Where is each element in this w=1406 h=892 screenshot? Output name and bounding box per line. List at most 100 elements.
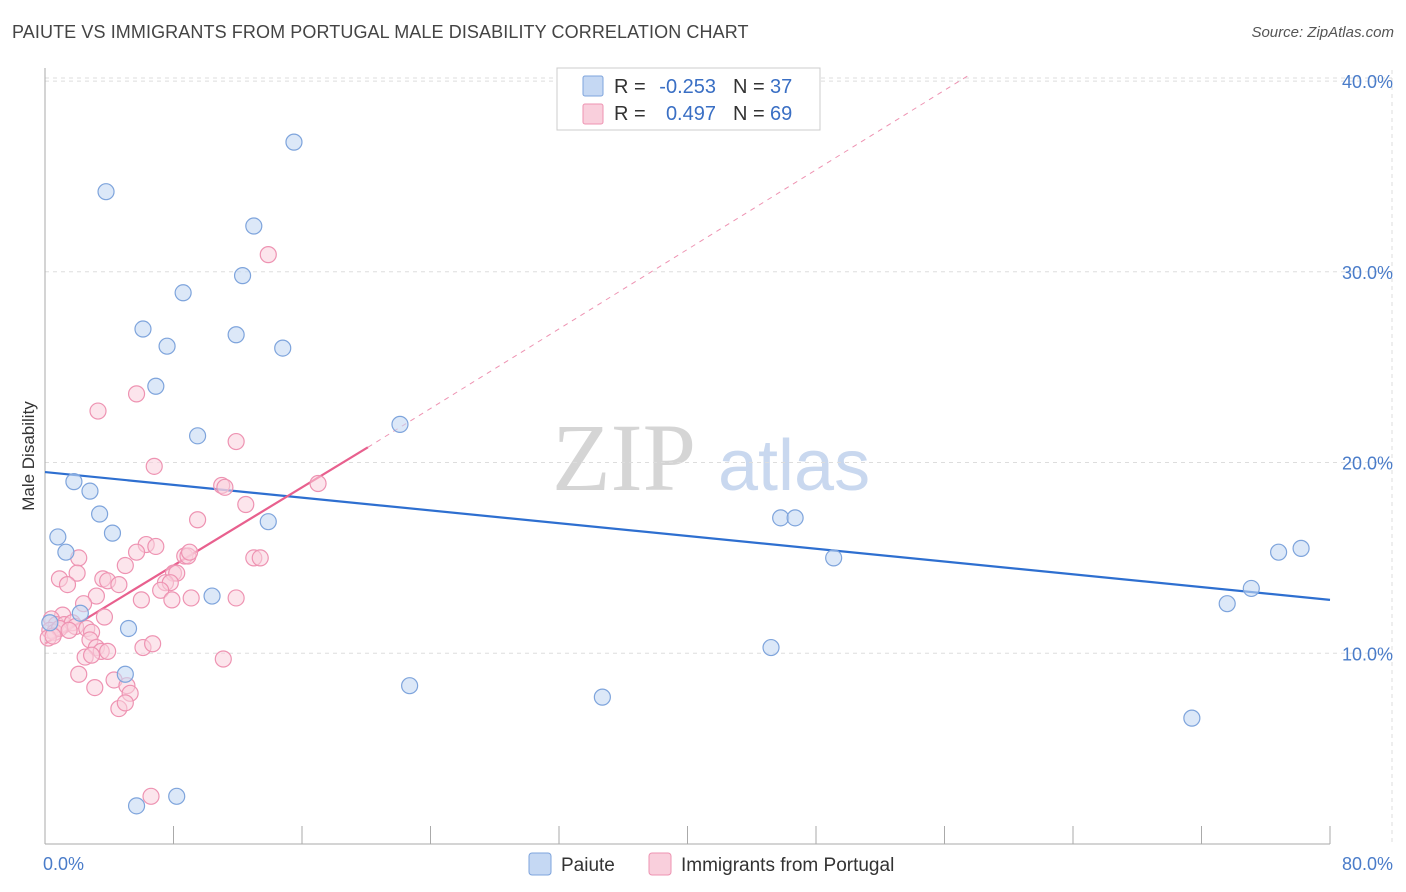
point-paiute-26 <box>762 638 780 657</box>
legend-swatch-paiute <box>582 75 604 97</box>
point-paiute-22 <box>41 614 59 632</box>
point-paiute-23 <box>116 665 134 683</box>
point-paiute-36 <box>127 797 146 815</box>
legend-n-label-2: N = <box>733 103 765 125</box>
series-legend-swatch-portugal <box>648 852 672 876</box>
point-paiute-1 <box>97 183 115 201</box>
point-portugal-61 <box>70 665 88 683</box>
point-paiute-19 <box>71 604 89 622</box>
series-paiute <box>41 133 1310 815</box>
point-paiute-34 <box>1292 539 1310 557</box>
y-tick-label-0: 10.0% <box>1342 644 1393 664</box>
trend-line-paiute <box>44 470 1331 601</box>
series-legend-label-paiute: Paiute <box>561 855 615 876</box>
point-paiute-24 <box>401 677 419 695</box>
point-portugal-8 <box>237 495 255 514</box>
legend-n-value-1: 37 <box>770 76 792 98</box>
point-portugal-2 <box>89 402 107 420</box>
point-paiute-0 <box>285 133 303 151</box>
point-portugal-3 <box>227 432 245 451</box>
point-paiute-18 <box>57 543 75 561</box>
point-paiute-10 <box>391 415 409 433</box>
point-paiute-17 <box>49 528 67 546</box>
point-portugal-34 <box>182 589 200 607</box>
point-paiute-21 <box>119 619 138 638</box>
x-tick-label-0: 0.0% <box>43 854 84 874</box>
point-paiute-5 <box>134 320 152 338</box>
legend-r-value-2: 0.497 <box>666 103 716 125</box>
series-legend: Paiute Immigrants from Portugal <box>528 852 894 876</box>
point-paiute-27 <box>772 509 790 527</box>
chart-title: PAIUTE VS IMMIGRANTS FROM PORTUGAL MALE … <box>12 22 749 42</box>
point-paiute-9 <box>147 377 165 395</box>
axes <box>44 68 1331 845</box>
point-paiute-8 <box>274 339 292 357</box>
point-portugal-1 <box>127 385 146 403</box>
point-portugal-20 <box>68 564 86 582</box>
point-paiute-7 <box>158 337 176 355</box>
point-portugal-17 <box>251 549 269 567</box>
legend-r-label-2: R = <box>614 103 646 125</box>
x-tick-label-1: 80.0% <box>1342 854 1393 874</box>
point-portugal-59 <box>82 646 101 664</box>
point-paiute-33 <box>1269 543 1288 561</box>
point-portugal-4 <box>145 457 163 475</box>
point-portugal-67 <box>116 694 134 712</box>
legend-n-value-2: 69 <box>770 103 792 125</box>
point-portugal-65 <box>86 678 104 697</box>
point-paiute-35 <box>168 787 186 805</box>
watermark-atlas: atlas <box>718 426 870 506</box>
point-portugal-33 <box>163 591 181 609</box>
point-paiute-12 <box>65 473 83 491</box>
point-paiute-15 <box>259 513 277 531</box>
point-portugal-55 <box>99 642 117 660</box>
point-portugal-38 <box>95 608 114 626</box>
series-immigrants-from-portugal <box>39 246 327 805</box>
point-paiute-16 <box>103 524 122 542</box>
point-portugal-0 <box>259 246 277 264</box>
legend-n-label-1: N = <box>733 76 765 98</box>
point-paiute-28 <box>786 509 804 527</box>
point-portugal-35 <box>227 589 245 607</box>
grid-lines <box>45 70 1393 844</box>
trend-line-portugal-extension <box>367 74 969 448</box>
point-portugal-60 <box>214 650 232 668</box>
point-paiute-14 <box>91 505 109 523</box>
point-portugal-57 <box>144 635 162 653</box>
legend-r-value-1: -0.253 <box>659 76 716 98</box>
point-portugal-12 <box>127 543 146 561</box>
point-portugal-30 <box>152 581 170 599</box>
point-paiute-13 <box>81 482 99 500</box>
point-paiute-25 <box>593 688 611 706</box>
source-credit: Source: ZipAtlas.com <box>1251 24 1394 41</box>
point-portugal-26 <box>110 576 128 594</box>
y-tick-label-3: 40.0% <box>1342 72 1393 92</box>
point-paiute-4 <box>174 284 192 302</box>
point-paiute-3 <box>233 267 252 285</box>
point-portugal-31 <box>87 587 106 605</box>
point-paiute-30 <box>1183 709 1201 727</box>
point-portugal-6 <box>216 478 234 496</box>
y-axis-label: Male Disability <box>19 401 38 511</box>
point-paiute-6 <box>227 326 245 344</box>
point-paiute-20 <box>203 587 221 605</box>
series-legend-swatch-paiute <box>528 852 552 876</box>
legend-r-label-1: R = <box>614 76 646 98</box>
y-tick-label-1: 20.0% <box>1342 454 1393 474</box>
point-portugal-32 <box>132 591 150 609</box>
stats-legend: R = -0.253 N = 37 R = 0.497 N = 69 <box>556 67 821 131</box>
point-portugal-15 <box>180 543 199 561</box>
point-portugal-27 <box>58 576 77 594</box>
point-portugal-11 <box>147 537 165 556</box>
series-legend-label-portugal: Immigrants from Portugal <box>681 855 894 876</box>
point-portugal-19 <box>116 556 134 575</box>
point-portugal-47 <box>60 621 78 639</box>
point-paiute-32 <box>1242 579 1260 598</box>
trend-lines <box>44 74 1331 645</box>
tick-labels: 10.0% 20.0% 30.0% 40.0% 0.0% 80.0% <box>43 72 1393 874</box>
point-portugal-68 <box>142 787 160 805</box>
point-paiute-31 <box>1218 595 1236 613</box>
point-portugal-9 <box>188 511 207 529</box>
point-paiute-29 <box>825 549 843 567</box>
